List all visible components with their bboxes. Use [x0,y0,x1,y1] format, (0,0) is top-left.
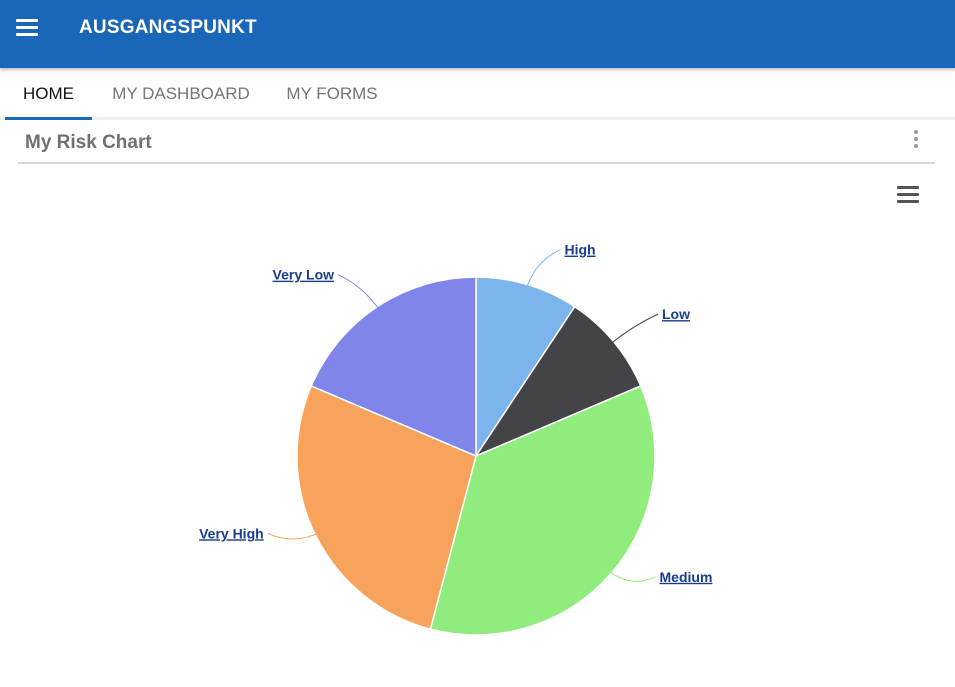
tab-bar: HOME MY DASHBOARD MY FORMS [0,68,955,120]
card-header: My Risk Chart [18,122,935,164]
kebab-menu-icon[interactable] [911,130,921,152]
app-bar: AUSGANGSPUNKT [0,0,955,68]
connector-high [525,249,561,291]
data-label-very-high[interactable]: Very High [199,525,264,541]
connector-very-low [337,274,381,312]
tab-my-forms[interactable]: MY FORMS [286,84,378,103]
tab-home[interactable]: HOME [5,68,92,120]
data-label-low[interactable]: Low [662,306,690,322]
card-title: My Risk Chart [25,132,152,153]
connector-medium [606,568,656,582]
risk-pie-chart: High Low Medium Very High Very Low [199,242,713,636]
chart-menu-icon[interactable] [895,184,921,206]
connector-very-high [267,531,321,540]
data-label-medium[interactable]: Medium [660,569,713,585]
tab-my-dashboard[interactable]: MY DASHBOARD [112,84,250,103]
data-label-very-low[interactable]: Very Low [273,267,335,283]
hamburger-menu-icon[interactable] [14,17,42,39]
connector-low [608,313,659,346]
data-label-high[interactable]: High [564,242,595,258]
app-title: AUSGANGSPUNKT [79,17,257,38]
